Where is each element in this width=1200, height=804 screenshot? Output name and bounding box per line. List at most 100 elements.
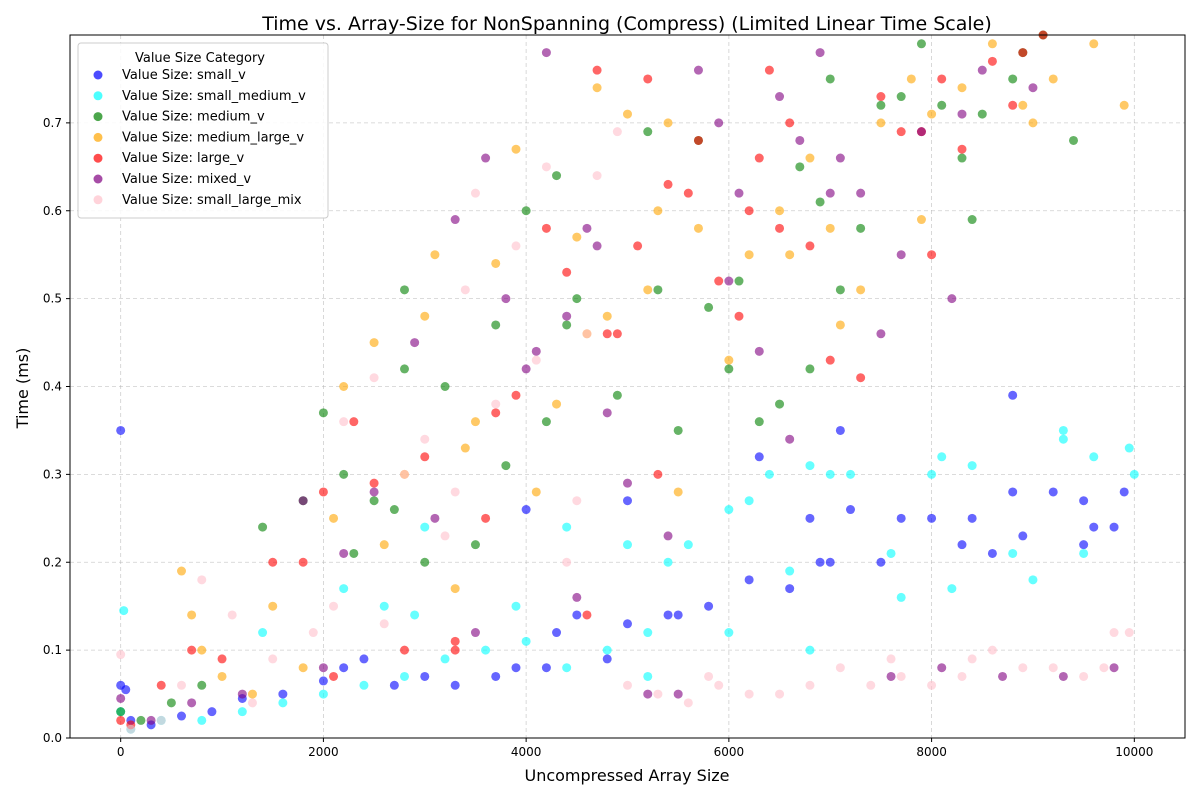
data-point [552,171,562,181]
data-point [1008,390,1018,400]
data-point [1109,628,1119,638]
data-point [318,408,328,418]
data-point [957,144,967,154]
data-point [1079,671,1089,681]
data-point [744,250,754,260]
legend-marker [93,112,103,122]
legend-marker [93,153,103,163]
data-point [1048,487,1058,497]
data-point [633,241,643,251]
data-point [744,496,754,506]
legend-marker [93,132,103,142]
data-point [876,118,886,128]
data-point [450,645,460,655]
data-point [957,109,967,119]
data-point [775,206,785,216]
data-point [521,636,531,646]
y-tick-label: 0.6 [43,204,62,218]
data-point [1124,628,1134,638]
data-point [876,557,886,567]
data-point [693,65,703,75]
data-point [541,223,551,233]
data-point [835,320,845,330]
data-point [957,153,967,163]
data-point [704,601,714,611]
data-point [481,645,491,655]
data-point [187,610,197,620]
legend: Value Size Category Value Size: small_vV… [77,42,329,219]
data-point [977,65,987,75]
data-point [278,698,288,708]
legend-label: Value Size: small_large_mix [122,193,302,208]
data-point [876,329,886,339]
data-point [957,540,967,550]
data-point [825,355,835,365]
data-point [379,540,389,550]
y-tick-label: 0.7 [43,116,62,130]
data-point [1008,548,1018,558]
data-point [177,711,186,721]
data-point [805,241,815,251]
x-tick-label: 10000 [1115,745,1153,759]
data-point [582,223,592,233]
data-point [1109,522,1119,532]
data-point [298,663,308,673]
data-point [1119,487,1129,497]
data-point [998,671,1008,681]
data-point [410,610,420,620]
data-point [683,698,693,708]
data-point [572,232,582,242]
data-point [420,452,430,462]
data-point [937,74,947,84]
data-point [927,469,937,479]
data-point [876,92,886,102]
data-point [592,241,602,251]
data-point [339,584,349,594]
data-point [734,311,744,321]
data-point [491,408,501,418]
data-point [339,417,349,427]
legend-label: Value Size: small_medium_v [122,89,306,104]
legend-label: Value Size: large_v [122,151,244,166]
data-point [268,601,278,611]
data-point [1018,100,1028,110]
data-point [653,469,663,479]
data-point [673,689,683,699]
data-point [329,671,339,681]
data-point [481,513,491,523]
data-point [693,135,703,145]
data-point [856,223,866,233]
data-point [237,689,247,699]
data-point [927,109,937,119]
data-point [450,680,460,690]
data-point [683,188,693,198]
data-point [470,188,480,198]
data-point [653,285,663,295]
data-point [430,513,440,523]
data-point [460,443,470,453]
x-tick-label: 8000 [916,745,947,759]
data-point [1079,548,1089,558]
legend-label: Value Size: medium_v [122,110,265,125]
data-point [521,206,531,216]
data-point [268,654,278,664]
data-point [572,592,582,602]
data-point [481,153,491,163]
data-point [623,478,632,488]
data-point [339,663,349,673]
data-point [531,355,541,365]
data-point [856,373,866,383]
data-point [967,654,977,664]
data-point [389,680,399,690]
data-point [916,215,926,225]
data-point [197,680,207,690]
data-point [805,680,815,690]
data-point [714,680,724,690]
data-point [815,557,825,567]
data-point [592,171,602,181]
data-point [916,127,926,137]
data-point [673,610,683,620]
data-point [318,689,328,699]
data-point [825,557,835,567]
data-point [1089,39,1099,49]
